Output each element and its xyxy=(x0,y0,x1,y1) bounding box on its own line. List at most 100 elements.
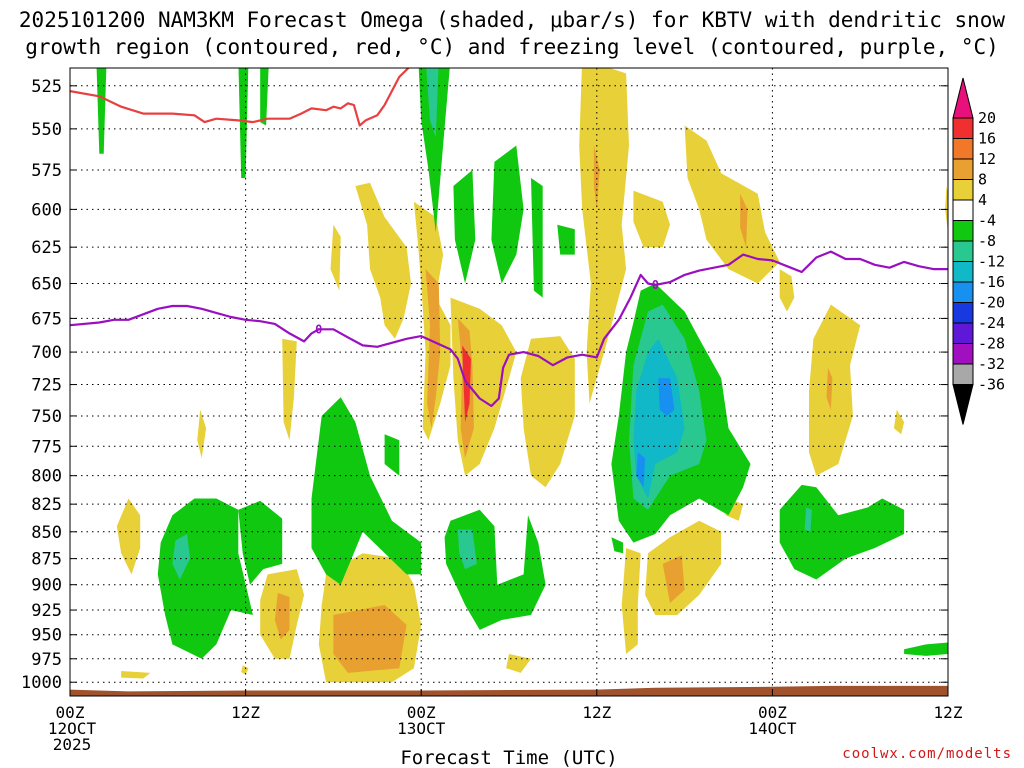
x-tick-label-48-0: 00Z xyxy=(758,703,787,722)
colorbar-label-3: 8 xyxy=(978,171,987,189)
dgz-contour-line xyxy=(70,68,410,127)
y-tick-label-825: 825 xyxy=(31,495,62,515)
omega-region-54 xyxy=(779,484,905,580)
colorbar-bin-7 xyxy=(952,240,974,262)
x-tick-label-48-1: 14OCT xyxy=(748,719,797,738)
plot-frame xyxy=(69,67,949,697)
colorbar-label-11: -28 xyxy=(978,335,1005,353)
y-tick-label-600: 600 xyxy=(31,200,62,220)
colorbar-bin-13 xyxy=(952,363,974,385)
omega-region-46 xyxy=(611,537,624,554)
omega-region-39 xyxy=(531,178,543,298)
y-tick-label-750: 750 xyxy=(31,407,62,427)
colorbar-bottom-arrow xyxy=(952,384,974,425)
omega-region-43 xyxy=(633,338,685,499)
colorbar-label-2: 12 xyxy=(978,150,996,168)
omega-region-5 xyxy=(355,182,411,339)
y-tick-label-550: 550 xyxy=(31,120,62,140)
x-tick-label-0-2: 2025 xyxy=(53,735,92,754)
colorbar-bin-3 xyxy=(952,158,974,180)
x-tick-label-12-0: 12Z xyxy=(231,703,260,722)
colorbar-bin-12 xyxy=(952,343,974,365)
colorbar-label-1: 16 xyxy=(978,130,996,148)
colorbar-label-5: -4 xyxy=(978,212,996,230)
omega-region-17 xyxy=(116,498,141,575)
x-tick-label-0-1: 12OCT xyxy=(48,719,97,738)
x-tick-label-24-1: 13OCT xyxy=(397,719,446,738)
colorbar-label-12: -32 xyxy=(978,355,1005,373)
colorbar-bin-2 xyxy=(952,138,974,160)
omega-region-1 xyxy=(593,145,600,210)
omega-region-35 xyxy=(418,68,450,233)
colorbar-label-0: 20 xyxy=(978,109,996,127)
omega-region-25 xyxy=(662,555,685,603)
y-tick-label-525: 525 xyxy=(31,77,62,97)
y-tick-label-925: 925 xyxy=(31,601,62,621)
omega-region-37 xyxy=(453,170,476,284)
omega-region-50 xyxy=(172,534,190,580)
omega-region-38 xyxy=(491,145,524,284)
omega-region-24 xyxy=(645,520,722,615)
omega-region-28 xyxy=(121,671,151,679)
plot-grid xyxy=(70,68,948,696)
colorbar-bin-9 xyxy=(952,281,974,303)
x-axis-label: Forecast Time (UTC) xyxy=(400,747,617,768)
omega-region-32 xyxy=(96,68,107,154)
y-tick-label-650: 650 xyxy=(31,274,62,294)
y-tick-label-950: 950 xyxy=(31,626,62,646)
omega-region-29 xyxy=(241,665,249,675)
omega-region-22 xyxy=(333,605,407,673)
freezing-level-label-1: 0 xyxy=(652,278,659,292)
ground-surface xyxy=(70,685,948,696)
omega-colorbar: 20 16 12 8 4 -4 -8 -12 -16 -20 -24 -28 -32 -36 xyxy=(952,77,1005,425)
omega-region-55 xyxy=(804,507,812,532)
omega-region-2 xyxy=(684,125,780,284)
colorbar-bin-4 xyxy=(952,179,974,201)
contour-lines: 00 xyxy=(70,68,948,408)
x-tick-label-24-0: 00Z xyxy=(407,703,436,722)
x-tick-label-60-0: 12Z xyxy=(934,703,963,722)
omega-region-56 xyxy=(904,642,948,656)
omega-region-53 xyxy=(457,529,477,570)
y-tick-label-725: 725 xyxy=(31,376,62,396)
colorbar-label-13: -36 xyxy=(978,376,1005,394)
freezing-level-line xyxy=(70,250,948,408)
y-tick-label-700: 700 xyxy=(31,343,62,363)
omega-region-34 xyxy=(260,68,269,126)
y-tick-label-850: 850 xyxy=(31,523,62,543)
colorbar-label-8: -16 xyxy=(978,273,1005,291)
y-tick-label-575: 575 xyxy=(31,161,62,181)
omega-region-51 xyxy=(238,500,283,585)
y-tick-label-975: 975 xyxy=(31,650,62,670)
omega-region-48 xyxy=(384,434,400,476)
omega-region-44 xyxy=(658,378,675,416)
omega-region-14 xyxy=(826,367,833,410)
omega-region-47 xyxy=(311,397,422,585)
colorbar-label-9: -20 xyxy=(978,294,1005,312)
colorbar-bin-10 xyxy=(952,302,974,324)
omega-region-18 xyxy=(197,409,207,459)
omega-region-3 xyxy=(740,193,748,248)
credit-text: coolwx.com/modelts xyxy=(842,746,1012,762)
y-tick-label-775: 775 xyxy=(31,437,62,457)
x-tick-label-0-0: 00Z xyxy=(56,703,85,722)
chart-title-line1: 2025101200 NAM3KM Forecast Omega (shaded… xyxy=(18,8,1006,32)
omega-region-20 xyxy=(274,592,290,640)
chart-title-line2: growth region (contoured, red, °C) and f… xyxy=(25,35,999,59)
omega-region-13 xyxy=(809,304,861,476)
colorbar-label-4: 4 xyxy=(978,191,987,209)
colorbar-label-6: -8 xyxy=(978,232,996,250)
colorbar-bin-11 xyxy=(952,322,974,344)
omega-region-6 xyxy=(330,224,341,291)
y-tick-label-625: 625 xyxy=(31,238,62,258)
terrain-layer xyxy=(70,685,948,696)
omega-shading xyxy=(96,68,948,683)
omega-region-45 xyxy=(636,452,646,488)
omega-region-15 xyxy=(779,269,795,312)
y-tick-label-875: 875 xyxy=(31,550,62,570)
y-tick-label-800: 800 xyxy=(31,467,62,487)
y-axis: 525 550 575 600 625 650 675 700 725 750 775 800 825 8… xyxy=(21,77,948,693)
omega-region-36 xyxy=(426,68,439,138)
colorbar-bin-1 xyxy=(952,117,974,139)
